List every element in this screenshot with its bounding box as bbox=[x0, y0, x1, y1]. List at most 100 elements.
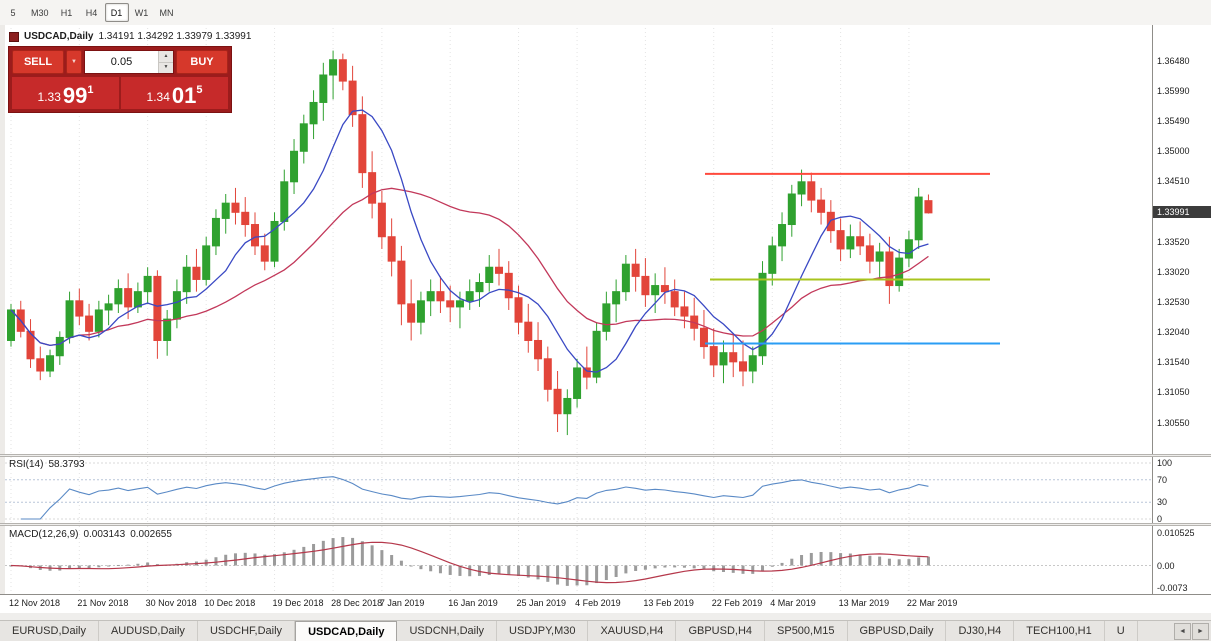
tab-usdjpy-m30[interactable]: USDJPY,M30 bbox=[497, 621, 589, 641]
price-axis-label: 1.35490 bbox=[1157, 116, 1190, 127]
macd-value-main: 0.003143 bbox=[83, 529, 126, 540]
sell-price-prefix: 1.33 bbox=[37, 90, 61, 104]
rsi-axis-label: 0 bbox=[1157, 514, 1163, 524]
time-label: 30 Nov 2018 bbox=[145, 598, 197, 608]
buy-price-sup: 5 bbox=[196, 84, 203, 96]
macd-axis-label: -0.0073 bbox=[1157, 582, 1188, 593]
macd-label: MACD(12,26,9) 0.003143 0.002655 bbox=[9, 529, 177, 540]
time-label: 25 Jan 2019 bbox=[516, 598, 567, 608]
timeframe-d1[interactable]: D1 bbox=[104, 3, 129, 22]
tab-scroll-controls: ◄ ► bbox=[1172, 621, 1211, 641]
symbol-title: USDCAD,Daily bbox=[24, 31, 94, 42]
volume-field: ▲ ▼ bbox=[84, 50, 174, 74]
price-axis-label: 1.34510 bbox=[1157, 176, 1190, 187]
timeframe-mn[interactable]: MN bbox=[155, 3, 179, 22]
chart-icon bbox=[9, 31, 19, 42]
tab-audusd-daily[interactable]: AUDUSD,Daily bbox=[99, 621, 198, 641]
macd-value-signal: 0.002655 bbox=[130, 529, 172, 540]
tab-usdchf-daily[interactable]: USDCHF,Daily bbox=[198, 621, 296, 641]
panel-splitter[interactable] bbox=[0, 523, 1211, 526]
timeframe-toolbar: 5 M30 H1 H4 D1 W1 MN bbox=[0, 0, 1211, 26]
time-label: 12 Nov 2018 bbox=[9, 598, 61, 608]
macd-name: MACD(12,26,9) bbox=[9, 529, 79, 540]
macd-axis-label: 0.010525 bbox=[1157, 528, 1195, 539]
panel-splitter[interactable] bbox=[0, 454, 1211, 457]
chart-title: USDCAD,Daily 1.34191 1.34292 1.33979 1.3… bbox=[9, 31, 251, 42]
time-label: 4 Mar 2019 bbox=[770, 598, 816, 608]
volume-input[interactable] bbox=[85, 51, 158, 73]
tabs-scroll-right-button[interactable]: ► bbox=[1192, 623, 1209, 640]
time-label: 22 Feb 2019 bbox=[711, 598, 763, 608]
price-axis-label: 1.31540 bbox=[1157, 357, 1190, 368]
volume-dropdown-button[interactable]: ▼ bbox=[66, 50, 82, 74]
price-axis-label: 1.36480 bbox=[1157, 55, 1190, 66]
chart-tab-bar: EURUSD,Daily AUDUSD,Daily USDCHF,Daily USDC… bbox=[0, 620, 1211, 641]
timeframe-5[interactable]: 5 bbox=[1, 3, 25, 22]
tab-tech100-h1[interactable]: TECH100,H1 bbox=[1014, 621, 1105, 641]
buy-price[interactable]: 1.34 01 5 bbox=[121, 77, 228, 109]
time-label: 21 Nov 2018 bbox=[77, 598, 129, 608]
window-frame-left bbox=[0, 25, 5, 612]
rsi-canvas[interactable] bbox=[5, 457, 1152, 523]
tab-gbpusd-daily[interactable]: GBPUSD,Daily bbox=[848, 621, 947, 641]
price-axis-label: 1.33520 bbox=[1157, 236, 1190, 247]
rsi-name: RSI(14) bbox=[9, 459, 44, 470]
chevron-down-icon: ▼ bbox=[71, 59, 77, 65]
time-label: 16 Jan 2019 bbox=[448, 598, 498, 608]
rsi-axis-label: 100 bbox=[1157, 458, 1173, 468]
price-axis-label: 1.35000 bbox=[1157, 146, 1190, 157]
rsi-axis-label: 70 bbox=[1157, 474, 1168, 485]
time-label: 10 Dec 2018 bbox=[204, 598, 256, 608]
price-axis-label: 1.33020 bbox=[1157, 267, 1190, 278]
buy-button[interactable]: BUY bbox=[176, 50, 228, 74]
time-label: 28 Dec 2018 bbox=[331, 598, 383, 608]
time-label: 19 Dec 2018 bbox=[272, 598, 324, 608]
buy-price-big: 01 bbox=[171, 83, 197, 108]
price-axis[interactable]: 1.364801.359901.354901.350001.345101.340… bbox=[1152, 25, 1211, 594]
price-axis-label: 1.31050 bbox=[1157, 387, 1190, 398]
main-chart-canvas[interactable] bbox=[5, 28, 1152, 454]
current-price-badge: 1.33991 bbox=[1153, 205, 1211, 218]
price-axis-label: 1.30550 bbox=[1157, 417, 1190, 428]
macd-canvas[interactable] bbox=[5, 526, 1152, 594]
sell-price[interactable]: 1.33 99 1 bbox=[12, 77, 119, 109]
timeframe-h1[interactable]: H1 bbox=[55, 3, 79, 22]
rsi-axis-label: 30 bbox=[1157, 497, 1168, 508]
sell-price-big: 99 bbox=[62, 83, 88, 108]
ohlc-values: 1.34191 1.34292 1.33979 1.33991 bbox=[98, 31, 252, 42]
price-axis-label: 1.35990 bbox=[1157, 85, 1190, 96]
time-label: 13 Feb 2019 bbox=[643, 598, 694, 608]
tab-gbpusd-h4[interactable]: GBPUSD,H4 bbox=[676, 621, 766, 641]
tabs-scroll-left-button[interactable]: ◄ bbox=[1174, 623, 1191, 640]
chart-tabs: EURUSD,Daily AUDUSD,Daily USDCHF,Daily USDC… bbox=[0, 621, 1172, 641]
time-label: 4 Feb 2019 bbox=[575, 598, 621, 608]
macd-axis-label: 0.00 bbox=[1157, 560, 1175, 571]
buy-price-prefix: 1.34 bbox=[146, 90, 170, 104]
tab-u[interactable]: U bbox=[1105, 621, 1138, 641]
time-label: 7 Jan 2019 bbox=[379, 598, 425, 608]
tab-xauusd-h4[interactable]: XAUUSD,H4 bbox=[588, 621, 677, 641]
sell-price-sup: 1 bbox=[87, 84, 94, 96]
tab-eurusd-daily[interactable]: EURUSD,Daily bbox=[0, 621, 99, 641]
rsi-value: 58.3793 bbox=[48, 459, 85, 470]
timeframe-h4[interactable]: H4 bbox=[80, 3, 104, 22]
tab-usdcnh-daily[interactable]: USDCNH,Daily bbox=[397, 621, 498, 641]
tab-sp500-m15[interactable]: SP500,M15 bbox=[765, 621, 848, 641]
volume-step-down-button[interactable]: ▼ bbox=[159, 62, 173, 73]
time-axis[interactable]: 12 Nov 2018 21 Nov 2018 30 Nov 2018 10 Dec … bbox=[0, 594, 1211, 613]
timeframe-bar: 5 M30 H1 H4 D1 W1 MN bbox=[0, 3, 179, 22]
price-axis-label: 1.32040 bbox=[1157, 326, 1190, 337]
sell-button[interactable]: SELL bbox=[12, 50, 64, 74]
tab-dj30-h4[interactable]: DJ30,H4 bbox=[946, 621, 1015, 641]
price-axis-label: 1.32530 bbox=[1157, 297, 1190, 308]
time-label: 22 Mar 2019 bbox=[906, 598, 958, 608]
volume-stepper: ▲ ▼ bbox=[158, 51, 173, 73]
timeframe-m30[interactable]: M30 bbox=[26, 3, 54, 22]
timeframe-w1[interactable]: W1 bbox=[130, 3, 154, 22]
tab-usdcad-daily[interactable]: USDCAD,Daily bbox=[295, 621, 398, 641]
rsi-label: RSI(14) 58.3793 bbox=[9, 459, 90, 470]
time-label: 13 Mar 2019 bbox=[838, 598, 890, 608]
volume-step-up-button[interactable]: ▲ bbox=[159, 51, 173, 63]
